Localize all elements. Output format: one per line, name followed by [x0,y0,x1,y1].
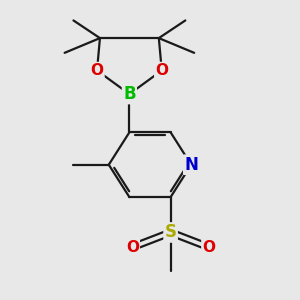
Text: O: O [126,240,139,255]
Text: O: O [202,240,215,255]
Text: O: O [155,63,168,78]
Text: N: N [184,156,198,174]
Text: B: B [123,85,136,103]
Text: O: O [91,63,103,78]
Text: S: S [165,224,177,242]
